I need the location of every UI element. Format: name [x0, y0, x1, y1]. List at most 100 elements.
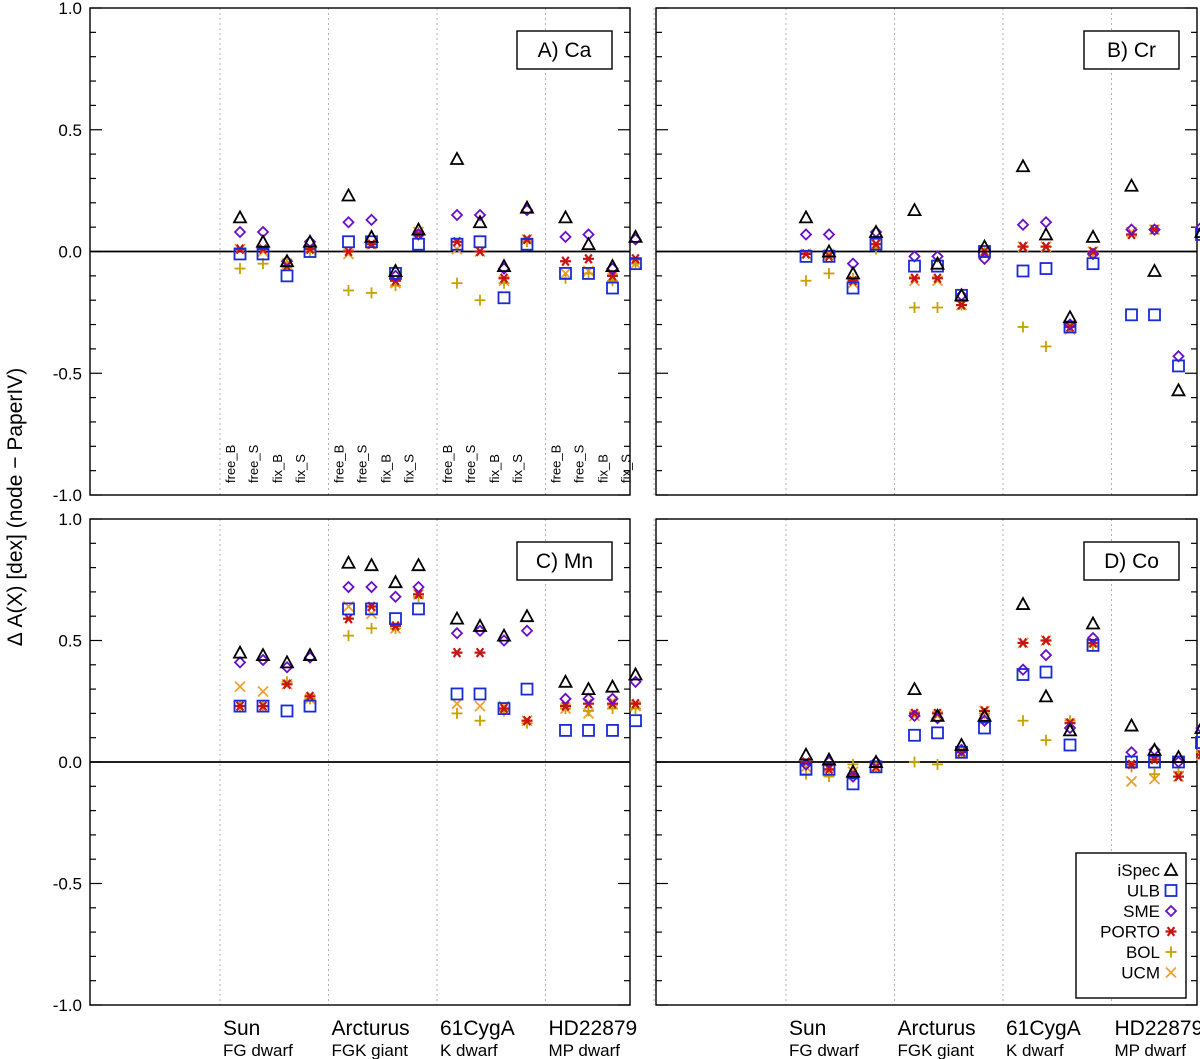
marker-bol	[583, 705, 594, 717]
series-iSpec	[232, 554, 644, 695]
marker-porto	[1196, 749, 1200, 760]
y-tick-label: 0.5	[58, 632, 82, 651]
marker-porto	[1040, 635, 1052, 646]
marker-ispec	[1146, 741, 1163, 756]
config-label: fix_B	[270, 454, 285, 483]
marker-ulb	[520, 682, 534, 696]
marker-bol	[800, 275, 812, 287]
marker-sme	[1063, 721, 1077, 735]
marker-ulb	[582, 724, 595, 737]
marker-ispec	[1170, 382, 1187, 397]
marker-porto	[521, 715, 533, 726]
marker-ulb	[1195, 736, 1200, 749]
marker-ispec	[1038, 688, 1054, 703]
marker-porto	[234, 701, 246, 712]
marker-ispec	[363, 229, 380, 243]
marker-sme	[342, 580, 355, 594]
marker-ulb	[256, 699, 270, 713]
marker-ispec	[953, 287, 970, 302]
marker-ulb	[473, 687, 487, 701]
marker-sme	[256, 653, 270, 667]
series-iSpec	[798, 596, 1200, 778]
series-SME	[233, 203, 642, 283]
marker-porto	[474, 647, 486, 658]
panel-1: 1.0 0.5 0.0 -0.5 -1.0 A) Ca free_B free_S fix_B f…	[53, 0, 655, 505]
star-name: 61CygA	[440, 1017, 515, 1040]
marker-ispec	[821, 243, 837, 258]
series-UCM	[800, 634, 1200, 788]
marker-porto	[498, 703, 510, 714]
marker-ulb	[799, 249, 813, 263]
marker-sme	[1039, 216, 1053, 229]
marker-ulb	[233, 699, 247, 713]
y-tick-label: -0.5	[53, 875, 82, 894]
config-label: free_B	[440, 445, 455, 483]
marker-ulb	[1148, 308, 1161, 322]
marker-ucm	[1125, 775, 1138, 788]
marker-sme	[908, 709, 921, 723]
marker-ispec	[604, 678, 621, 693]
marker-ispec	[868, 224, 884, 238]
marker-ispec	[279, 654, 295, 669]
marker-ulb	[412, 602, 425, 616]
marker-porto	[909, 273, 920, 284]
marker-porto	[823, 764, 835, 775]
marker-ispec	[845, 265, 861, 280]
marker-bol	[451, 277, 463, 289]
marker-ulb	[1125, 308, 1138, 322]
panel-title: C) Mn	[536, 550, 593, 573]
marker-ispec	[1015, 596, 1031, 610]
config-label: fix_S	[510, 454, 525, 483]
panel-title-box: A) Ca	[516, 30, 613, 70]
marker-ulb	[497, 291, 511, 305]
marker-ulb	[1086, 638, 1100, 652]
marker-ispec	[496, 627, 512, 642]
marker-ispec	[519, 608, 535, 623]
star-name: HD22879	[1115, 1017, 1200, 1040]
marker-ispec	[798, 746, 814, 761]
marker-ispec	[232, 209, 248, 224]
series-PORTO	[234, 229, 641, 286]
y-tick-label: -1.0	[53, 486, 82, 505]
marker-bol	[932, 302, 943, 314]
marker-ispec	[255, 233, 271, 248]
star-type: FGK giant	[898, 1041, 975, 1059]
marker-ispec	[1146, 263, 1163, 277]
marker-ispec	[1085, 615, 1101, 630]
series-ULB	[799, 638, 1200, 791]
series-UCM	[234, 226, 642, 289]
marker-sme	[1016, 663, 1030, 676]
config-label: fix_S	[402, 454, 417, 483]
marker-sme	[233, 225, 247, 239]
marker-ispec	[302, 647, 318, 661]
marker-ispec	[279, 253, 295, 268]
series-iSpec	[232, 151, 644, 277]
marker-sme	[450, 626, 464, 640]
marker-sme	[582, 692, 595, 706]
series-UCM	[234, 588, 642, 727]
marker-porto	[583, 253, 594, 264]
legend-marker-porto	[1165, 926, 1177, 937]
marker-porto	[413, 589, 424, 600]
marker-sme	[1195, 222, 1200, 232]
legend-label: iSpec	[1117, 861, 1160, 880]
marker-sme	[1039, 648, 1053, 662]
marker-ulb	[1039, 262, 1053, 275]
marker-porto	[560, 701, 571, 712]
marker-ispec	[340, 187, 357, 202]
marker-ulb	[450, 687, 464, 701]
config-label: free_B	[549, 445, 564, 483]
marker-ispec	[557, 673, 574, 688]
marker-bol	[583, 267, 594, 279]
marker-sme	[365, 213, 378, 227]
marker-sme	[473, 208, 487, 222]
marker-sme	[822, 228, 836, 241]
marker-porto	[343, 613, 354, 624]
marker-porto	[630, 698, 641, 709]
marker-ispec	[1193, 226, 1200, 238]
marker-ispec	[906, 202, 923, 217]
marker-bol	[823, 267, 835, 279]
series-BOL	[800, 243, 1099, 352]
marker-sme	[497, 634, 511, 647]
y-tick-label: 1.0	[58, 510, 82, 529]
